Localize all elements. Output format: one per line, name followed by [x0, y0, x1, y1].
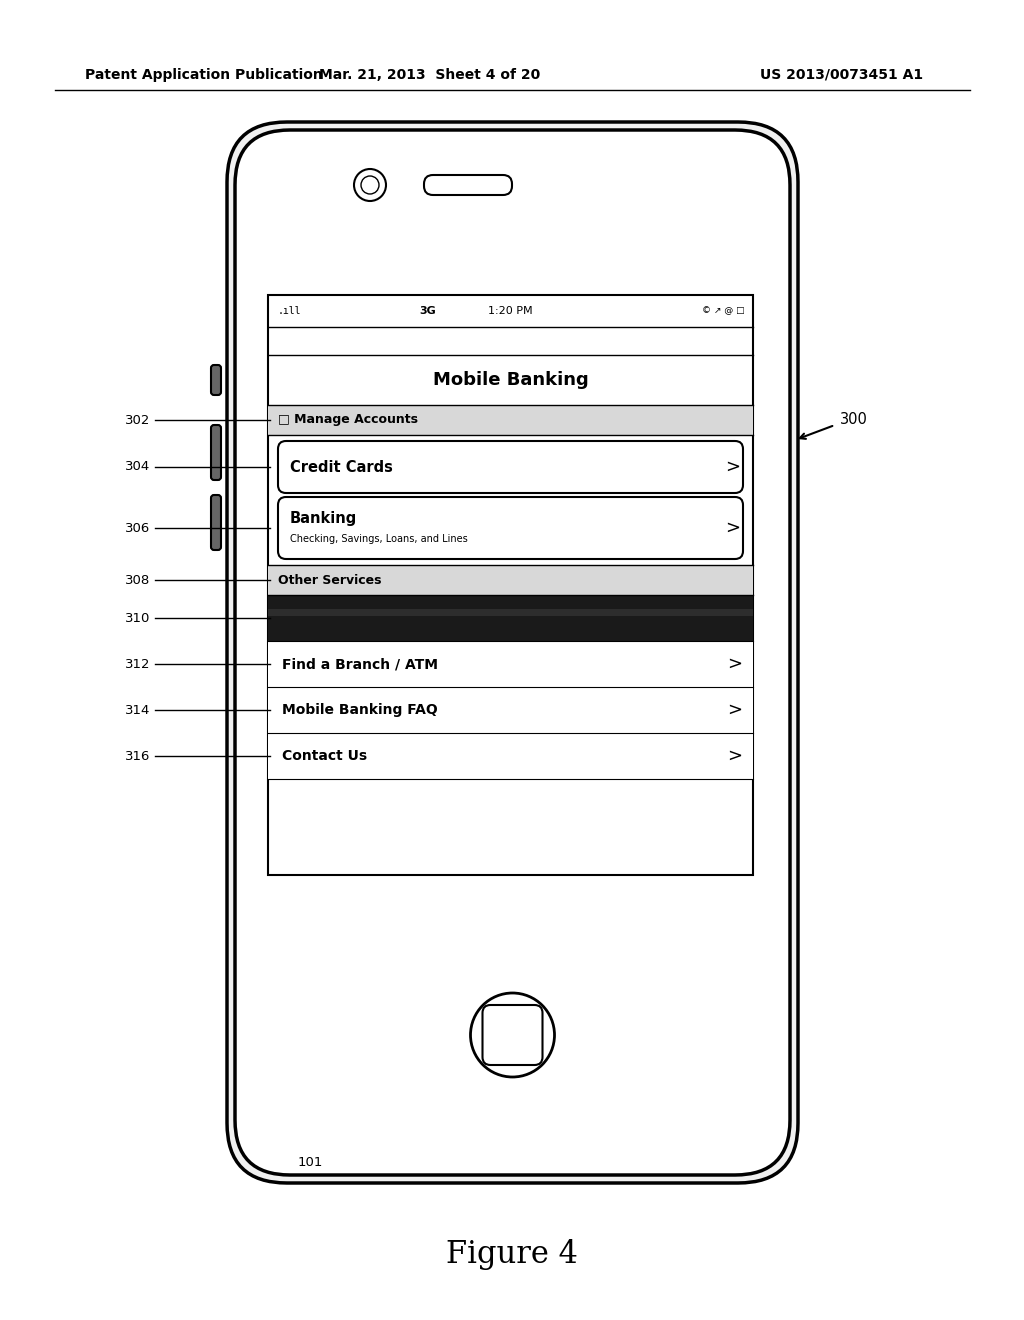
Text: Mobile Banking FAQ: Mobile Banking FAQ [282, 704, 437, 717]
Text: Credit Cards: Credit Cards [290, 459, 393, 474]
Bar [268, 565, 753, 595]
Text: >: > [725, 458, 740, 477]
Text: 3G: 3G [420, 306, 436, 315]
Circle shape [470, 993, 555, 1077]
Text: □ Manage Accounts: □ Manage Accounts [278, 413, 418, 426]
Circle shape [354, 169, 386, 201]
Bar [268, 609, 753, 615]
Text: Find a Branch / ATM: Find a Branch / ATM [282, 657, 438, 671]
FancyBboxPatch shape [211, 495, 221, 550]
FancyBboxPatch shape [482, 1005, 543, 1065]
Text: Contact Us: Contact Us [282, 748, 368, 763]
Text: Figure 4: Figure 4 [446, 1239, 578, 1270]
FancyBboxPatch shape [234, 129, 790, 1175]
Text: 306: 306 [125, 521, 150, 535]
FancyBboxPatch shape [278, 498, 743, 558]
Text: 310: 310 [125, 611, 150, 624]
FancyBboxPatch shape [278, 441, 743, 492]
Text: 308: 308 [125, 573, 150, 586]
FancyBboxPatch shape [211, 425, 221, 480]
Text: Mobile Banking: Mobile Banking [432, 371, 589, 389]
Text: © ↗ @ □: © ↗ @ □ [702, 306, 745, 315]
Text: 312: 312 [125, 657, 150, 671]
Text: >: > [727, 747, 742, 766]
Text: Other Services: Other Services [278, 573, 382, 586]
Text: >: > [727, 655, 742, 673]
Text: 302: 302 [125, 413, 150, 426]
Bar [268, 405, 753, 436]
Bar [268, 686, 753, 733]
Text: Mar. 21, 2013  Sheet 4 of 20: Mar. 21, 2013 Sheet 4 of 20 [319, 69, 541, 82]
Text: 316: 316 [125, 750, 150, 763]
Text: .ıll: .ıll [278, 306, 301, 315]
FancyBboxPatch shape [211, 366, 221, 395]
Bar [268, 733, 753, 779]
Text: 314: 314 [125, 704, 150, 717]
Text: Patent Application Publication: Patent Application Publication [85, 69, 323, 82]
Text: 304: 304 [125, 461, 150, 474]
Circle shape [361, 176, 379, 194]
Bar [268, 642, 753, 686]
FancyBboxPatch shape [424, 176, 512, 195]
Text: 300: 300 [840, 412, 868, 428]
Text: Banking: Banking [290, 511, 357, 527]
Text: 101: 101 [297, 1155, 323, 1168]
Text: 1:20 PM: 1:20 PM [488, 306, 532, 315]
Bar [268, 294, 753, 875]
Text: US 2013/0073451 A1: US 2013/0073451 A1 [760, 69, 923, 82]
Text: >: > [725, 519, 740, 537]
Bar [268, 595, 753, 642]
FancyBboxPatch shape [227, 121, 798, 1183]
Text: >: > [727, 701, 742, 719]
Text: Checking, Savings, Loans, and Lines: Checking, Savings, Loans, and Lines [290, 535, 468, 544]
